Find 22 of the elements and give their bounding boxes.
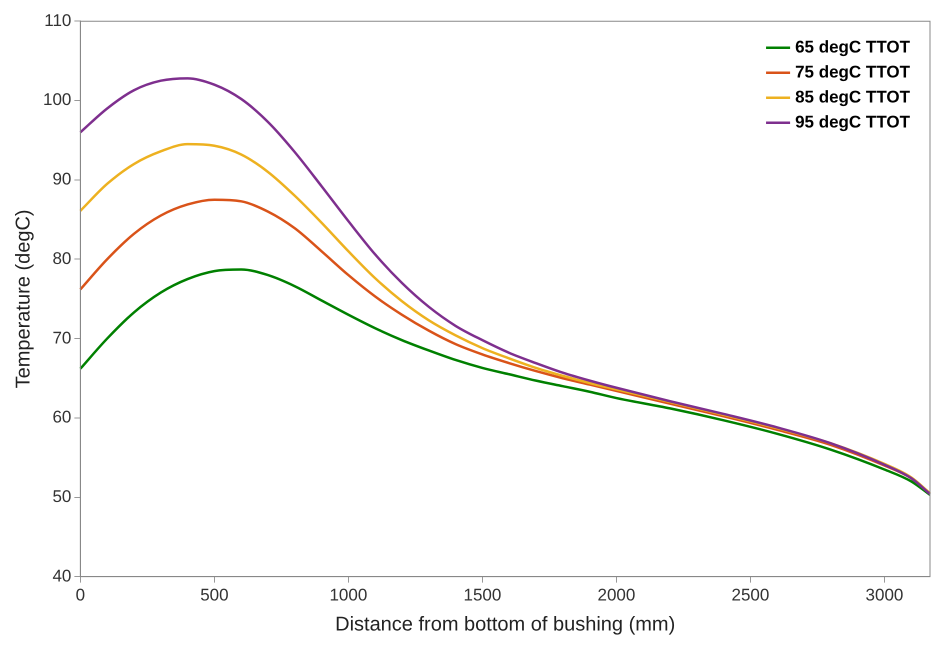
x-tick-label: 2000 xyxy=(598,585,636,604)
x-axis-title: Distance from bottom of bushing (mm) xyxy=(335,614,676,636)
legend-label: 95 degC TTOT xyxy=(795,112,911,132)
y-tick-label: 70 xyxy=(52,328,72,348)
x-tick-label: 2500 xyxy=(732,585,770,604)
legend-label: 85 degC TTOT xyxy=(795,87,911,106)
y-tick-label: 80 xyxy=(52,248,72,268)
line-series xyxy=(79,268,932,496)
x-tick-label: 0 xyxy=(76,585,86,604)
y-tick-label: 60 xyxy=(52,408,72,427)
y-tick-label: 110 xyxy=(44,10,72,30)
x-tick-label: 1000 xyxy=(329,585,368,604)
y-tick-label: 50 xyxy=(52,486,72,506)
y-axis-title: Temperature (degC) xyxy=(12,209,35,388)
legend-label: 75 degC TTOT xyxy=(795,62,911,82)
legend-label: 65 degC TTOT xyxy=(795,37,911,56)
y-tick-label: 90 xyxy=(52,170,72,189)
x-tick-label: 500 xyxy=(200,585,229,604)
y-tick-label: 40 xyxy=(52,566,72,586)
x-tick-label: 3000 xyxy=(866,585,904,604)
y-tick-label: 100 xyxy=(42,90,72,110)
x-tick-label: 1500 xyxy=(463,585,502,604)
